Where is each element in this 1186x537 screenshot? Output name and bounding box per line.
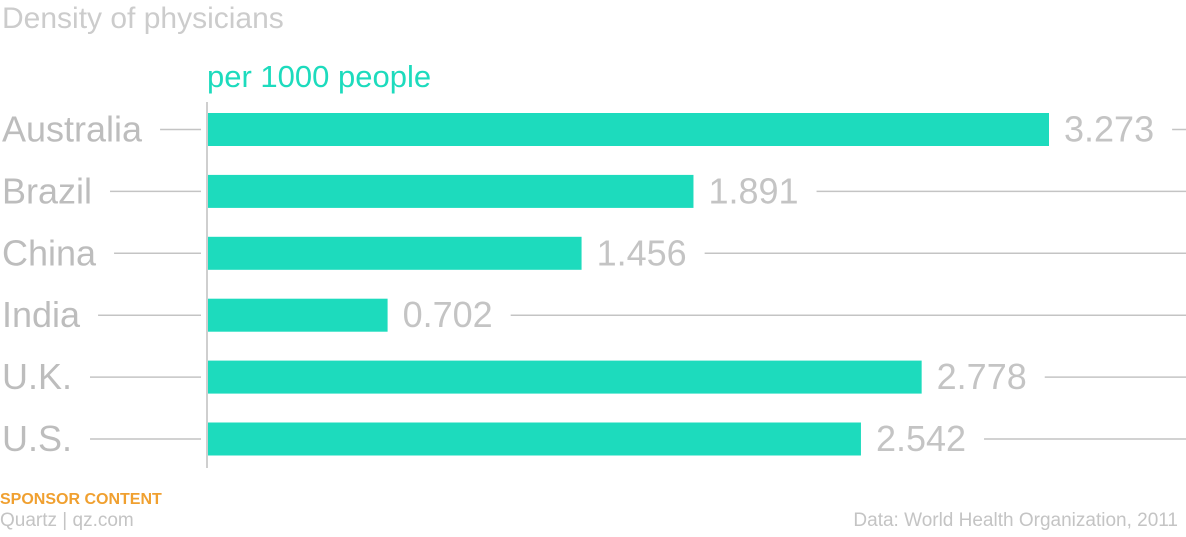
value-label: 1.891 [708, 170, 798, 211]
value-label: 2.542 [876, 418, 966, 459]
value-label: 0.702 [403, 294, 493, 335]
bar [207, 298, 388, 332]
category-label: China [2, 232, 97, 273]
publisher-credit: Quartz | qz.com [0, 510, 134, 531]
data-source: Data: World Health Organization, 2011 [853, 510, 1178, 531]
chart-subtitle: per 1000 people [207, 59, 431, 94]
bar [207, 236, 582, 270]
chart-title: Density of physicians [2, 2, 284, 35]
bar [207, 422, 861, 456]
bar-rows: Australia 3.273 Brazil 1.891 China 1.456 India… [2, 109, 1186, 459]
sponsor-label: SPONSOR CONTENT [0, 491, 162, 508]
bar-row: China 1.456 [2, 232, 1186, 273]
bar-row: Australia 3.273 [2, 109, 1186, 150]
bar-row: U.K. 2.778 [2, 356, 1186, 397]
bar [207, 174, 694, 208]
bar [207, 113, 1049, 146]
category-label: India [2, 294, 81, 335]
value-label: 1.456 [597, 232, 687, 273]
category-label: U.S. [2, 418, 72, 459]
bar-row: India 0.702 [2, 294, 1186, 335]
value-label: 3.273 [1064, 109, 1154, 150]
category-label: Brazil [2, 170, 92, 211]
bar [207, 360, 922, 394]
category-label: Australia [2, 109, 143, 150]
bar-row: Brazil 1.891 [2, 170, 1186, 211]
bar-row: U.S. 2.542 [2, 418, 1186, 459]
category-label: U.K. [2, 356, 72, 397]
value-label: 2.778 [937, 356, 1027, 397]
